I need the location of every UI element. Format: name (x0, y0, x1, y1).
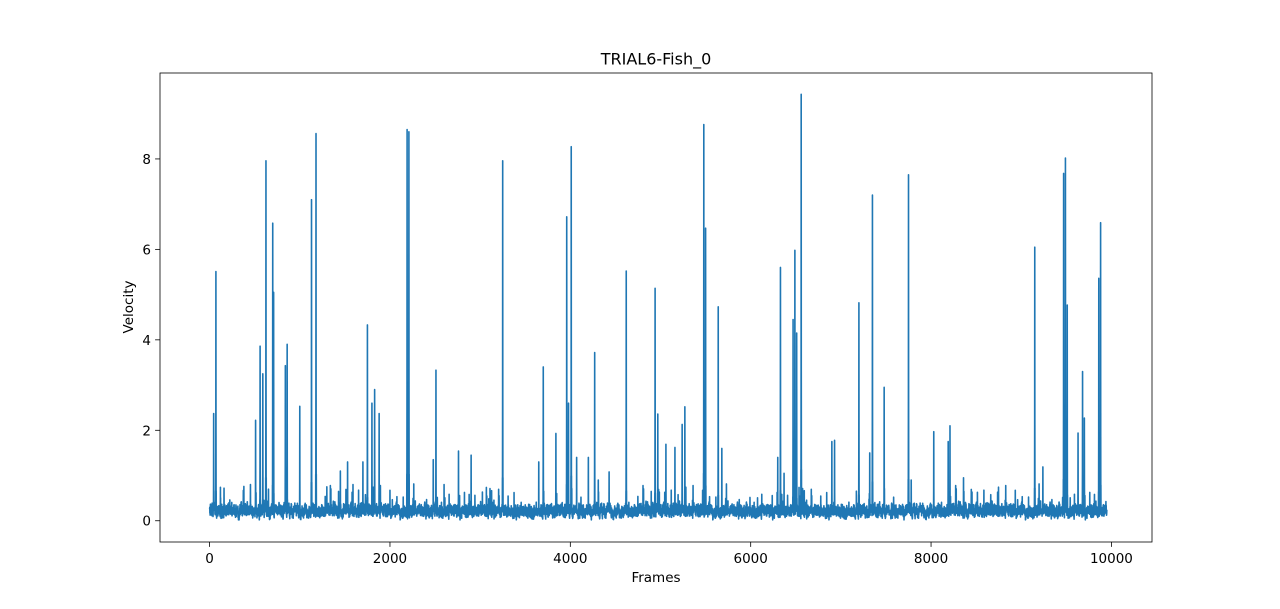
x-axis: 0 2000 4000 6000 8000 10000 (205, 542, 1133, 567)
chart-title: TRIAL6-Fish_0 (600, 50, 712, 70)
y-tick-label: 0 (142, 514, 151, 530)
x-axis-label: Frames (631, 570, 680, 586)
x-tick-label: 4000 (553, 551, 587, 567)
y-tick-label: 8 (142, 152, 151, 168)
velocity-series-line (208, 93, 1108, 521)
x-tick-label: 2000 (373, 551, 407, 567)
y-tick-label: 6 (142, 242, 151, 258)
axes-frame (159, 72, 1153, 543)
y-tick-label: 4 (142, 333, 151, 349)
y-axis: 0 2 4 6 8 (142, 152, 160, 530)
x-tick-label: 6000 (734, 551, 768, 567)
plot-area (208, 93, 1108, 521)
x-tick-label: 8000 (914, 551, 948, 567)
y-axis-label: Velocity (121, 281, 137, 334)
x-tick-label: 10000 (1090, 551, 1133, 567)
x-tick-label: 0 (205, 551, 214, 567)
y-tick-label: 2 (142, 423, 151, 439)
